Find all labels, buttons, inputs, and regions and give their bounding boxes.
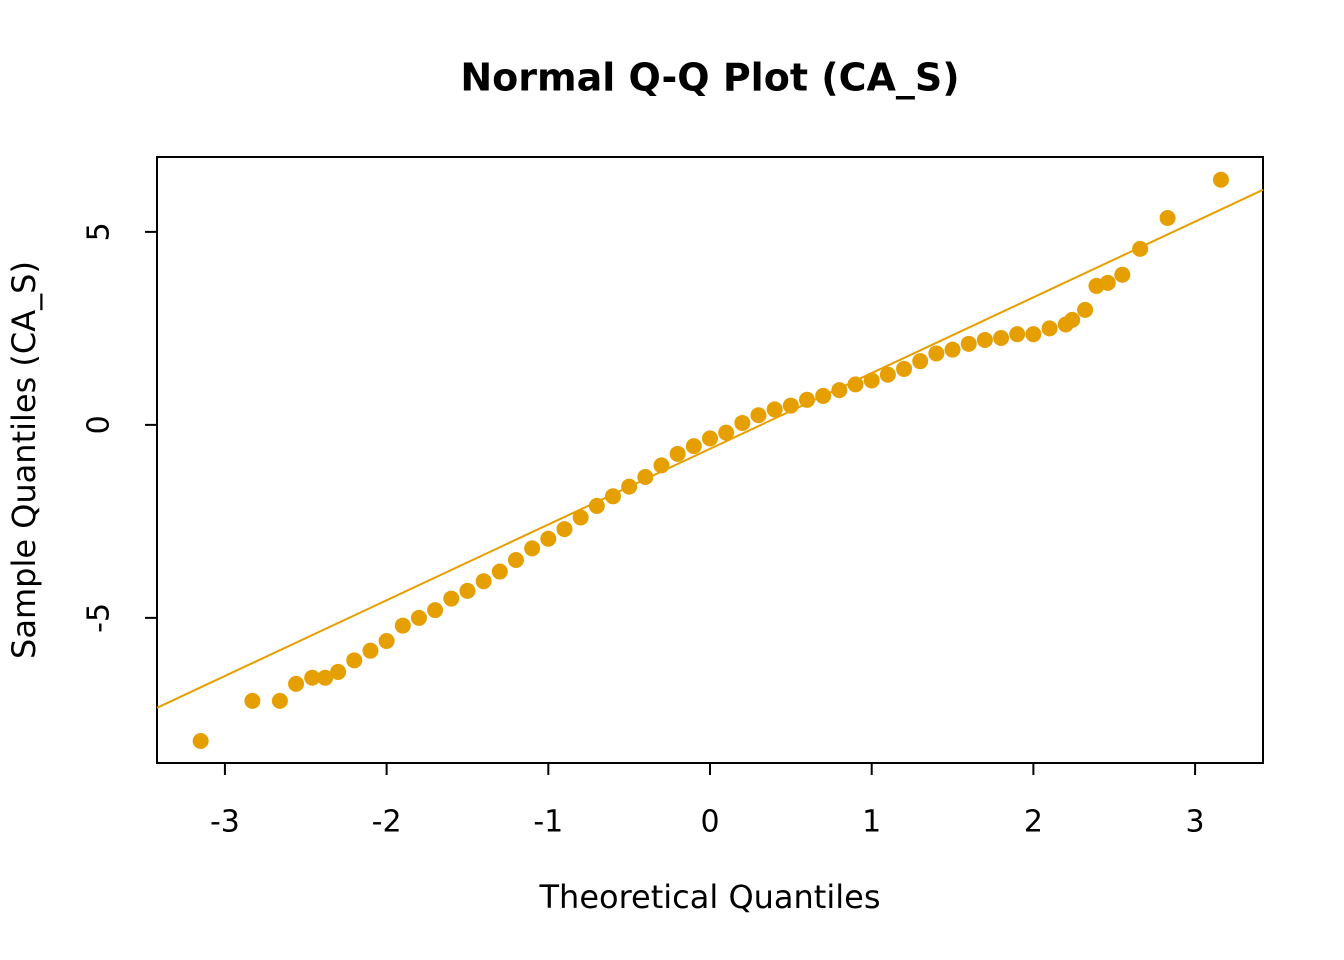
point — [459, 582, 476, 599]
point — [304, 669, 321, 686]
point — [734, 414, 751, 431]
x-tick-label: -2 — [372, 805, 402, 840]
y-tick-label: 5 — [82, 222, 117, 241]
point — [879, 366, 896, 383]
point — [475, 573, 492, 590]
x-tick-label: -1 — [533, 805, 563, 840]
point — [1099, 274, 1116, 291]
point — [1041, 320, 1058, 337]
point — [427, 602, 444, 619]
point — [912, 353, 929, 370]
point — [491, 563, 508, 580]
point — [524, 540, 541, 557]
point — [1212, 171, 1229, 188]
x-tick-label: -3 — [210, 805, 240, 840]
point — [271, 692, 288, 709]
point — [863, 372, 880, 389]
point — [1064, 311, 1081, 328]
point — [394, 617, 411, 634]
point — [1114, 266, 1131, 283]
point — [540, 530, 557, 547]
point — [944, 341, 961, 358]
chart-title: Normal Q-Q Plot (CA_S) — [460, 56, 959, 100]
reference-line — [156, 188, 1264, 709]
point — [750, 407, 767, 424]
point — [993, 330, 1010, 347]
point — [588, 497, 605, 514]
y-tick-label: -5 — [82, 603, 117, 633]
point — [288, 675, 305, 692]
point — [556, 521, 573, 538]
point — [766, 401, 783, 418]
point — [317, 669, 334, 686]
point — [330, 663, 347, 680]
point — [1025, 326, 1042, 343]
point — [410, 609, 427, 626]
x-tick-label: 0 — [700, 805, 719, 840]
point — [960, 335, 977, 352]
y-axis-label: Sample Quantiles (CA_S) — [5, 261, 43, 659]
point — [718, 424, 735, 441]
point — [799, 391, 816, 408]
x-tick-label: 3 — [1186, 805, 1205, 840]
point — [702, 430, 718, 447]
point — [572, 509, 589, 526]
point — [192, 732, 209, 749]
x-axis-label: Theoretical Quantiles — [539, 878, 881, 916]
point — [669, 445, 686, 462]
point — [1132, 240, 1149, 257]
point — [685, 438, 702, 455]
point — [443, 590, 460, 607]
x-tick-label: 1 — [862, 805, 881, 840]
point — [896, 360, 913, 377]
point — [928, 345, 945, 362]
point — [346, 652, 363, 669]
point — [976, 331, 993, 348]
point — [847, 376, 864, 393]
point — [244, 692, 261, 709]
point — [1159, 209, 1176, 226]
x-tick-label: 2 — [1024, 805, 1043, 840]
point — [1077, 301, 1094, 318]
y-tick-label: 0 — [82, 415, 117, 434]
point — [378, 633, 395, 650]
point — [362, 642, 379, 659]
point — [1009, 326, 1026, 343]
point — [507, 551, 524, 568]
